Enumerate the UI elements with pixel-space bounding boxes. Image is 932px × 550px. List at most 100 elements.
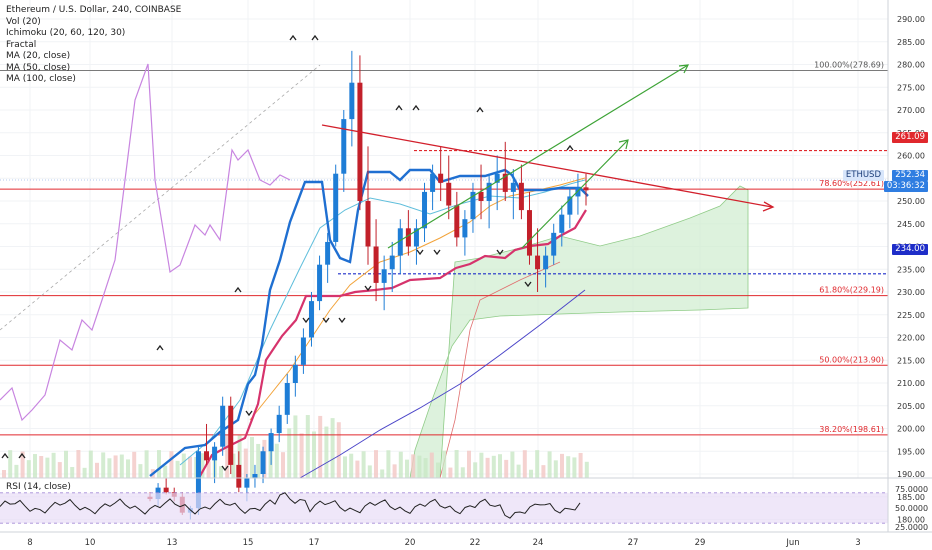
volume-bar xyxy=(163,465,168,478)
candle-body xyxy=(357,82,363,201)
volume-bar xyxy=(374,450,378,478)
fib-level-label: 78.60%(252.61) xyxy=(819,179,884,188)
fractal-down-icon xyxy=(338,317,346,324)
volume-bar xyxy=(82,467,87,478)
volume-bar xyxy=(467,450,471,478)
candle-body xyxy=(260,451,266,474)
candle-body xyxy=(397,228,403,256)
candle-body xyxy=(583,187,589,191)
legend-ma50: MA (50, close) xyxy=(6,62,71,73)
volume-bar xyxy=(417,455,422,478)
volume-bar xyxy=(343,456,347,478)
fib-labels: 100.00%(278.69) 78.60%(252.61) 61.80%(229.… xyxy=(814,60,884,433)
candle-body xyxy=(422,191,428,229)
candle-body xyxy=(220,405,226,447)
candle-body xyxy=(486,182,492,201)
price-tick-label: 290.00 xyxy=(897,15,925,24)
candle-body xyxy=(518,182,524,211)
price-tick-label: 210.00 xyxy=(897,379,925,388)
volume-bar xyxy=(39,456,44,478)
price-tick-label: 190.00 xyxy=(897,470,925,479)
volume-bar xyxy=(553,460,558,478)
price-tick-label: 230.00 xyxy=(897,288,925,297)
volume-bar xyxy=(169,451,174,478)
rsi-legend: RSI (14, close) xyxy=(6,482,71,492)
candle-body xyxy=(244,478,250,488)
rsi-line xyxy=(0,492,581,519)
legend-ichimoku: Ichimoku (20, 60, 120, 30) xyxy=(6,28,126,38)
volume-bar xyxy=(479,452,484,478)
volume-bar xyxy=(386,450,391,478)
volume-bar xyxy=(138,464,143,478)
volume-bar xyxy=(8,450,13,478)
volume-bar xyxy=(535,450,540,478)
volume-bar xyxy=(516,464,521,478)
fib-level-label: 38.20%(198.61) xyxy=(819,425,884,434)
ma-100 xyxy=(299,289,586,479)
volume-bar xyxy=(76,450,81,478)
fib-level-label: 100.00%(278.69) xyxy=(814,60,884,69)
candle-body xyxy=(462,219,468,238)
volume-bar xyxy=(231,453,236,478)
volume-bar xyxy=(566,456,571,478)
price-tick-label: 225.00 xyxy=(897,311,925,320)
price-tick-label: 200.00 xyxy=(897,425,925,434)
volume-bar xyxy=(392,464,397,478)
volume-bar xyxy=(324,426,329,478)
rsi-tick-label: 25.0000 xyxy=(895,523,928,532)
candle-body xyxy=(284,383,290,415)
time-tick-label: 20 xyxy=(405,538,416,548)
candle-body xyxy=(212,446,218,461)
fractal-up-icon xyxy=(18,452,26,459)
volume-bar xyxy=(547,451,552,478)
volume-bar xyxy=(268,440,273,478)
volume-bar xyxy=(250,437,254,478)
volume-bar xyxy=(2,470,6,478)
fib-level-label: 61.80%(229.19) xyxy=(819,286,884,295)
arrow-head-icon xyxy=(618,139,629,150)
volume-bar xyxy=(504,459,509,478)
candle-body xyxy=(494,173,500,183)
fractal-up-icon xyxy=(156,344,164,351)
candle-body xyxy=(526,210,532,256)
volume-bar xyxy=(126,459,130,478)
fractal-up-icon xyxy=(311,34,319,41)
volume-bar xyxy=(380,469,385,478)
fractal-up-icon xyxy=(234,286,242,293)
current-price-tag: 252.34 xyxy=(892,170,928,181)
candle-body xyxy=(349,82,355,120)
price-tick-label: 180.00 xyxy=(897,516,925,525)
time-tick-label: 22 xyxy=(470,538,481,548)
volume-bar xyxy=(436,462,440,478)
volume-bar xyxy=(411,454,416,478)
volume-bar xyxy=(423,458,428,478)
volume-bar xyxy=(119,454,124,478)
volume-bar xyxy=(225,435,230,478)
candle-body xyxy=(438,173,444,183)
candle-body xyxy=(478,191,484,201)
candle-body xyxy=(252,474,258,479)
cloud-area xyxy=(409,185,749,479)
arrow-head-icon xyxy=(762,201,775,212)
legend-title: Ethereum / U.S. Dollar, 240, COINBASE xyxy=(6,5,182,15)
candle-body xyxy=(510,182,516,192)
candle-body xyxy=(454,205,460,238)
volume-bar xyxy=(460,467,465,478)
price-tick-label: 250.00 xyxy=(897,197,925,206)
volume-bar xyxy=(299,433,304,478)
volume-bar xyxy=(318,415,323,478)
volume-bar xyxy=(473,462,478,478)
descending-trendline xyxy=(321,124,773,208)
candle-body xyxy=(405,228,411,247)
legend-vol: Vol (20) xyxy=(6,16,41,27)
support-price-tag: 234.00 xyxy=(892,244,928,255)
volume-bar xyxy=(181,453,186,478)
candle-body xyxy=(535,255,541,270)
fib-level-label: 50.00%(213.90) xyxy=(819,355,884,364)
volume-bar xyxy=(95,462,99,478)
candle-body xyxy=(551,232,557,256)
candle-body xyxy=(276,414,282,434)
trend-lines[interactable] xyxy=(321,64,775,249)
volume-bar xyxy=(442,450,447,478)
